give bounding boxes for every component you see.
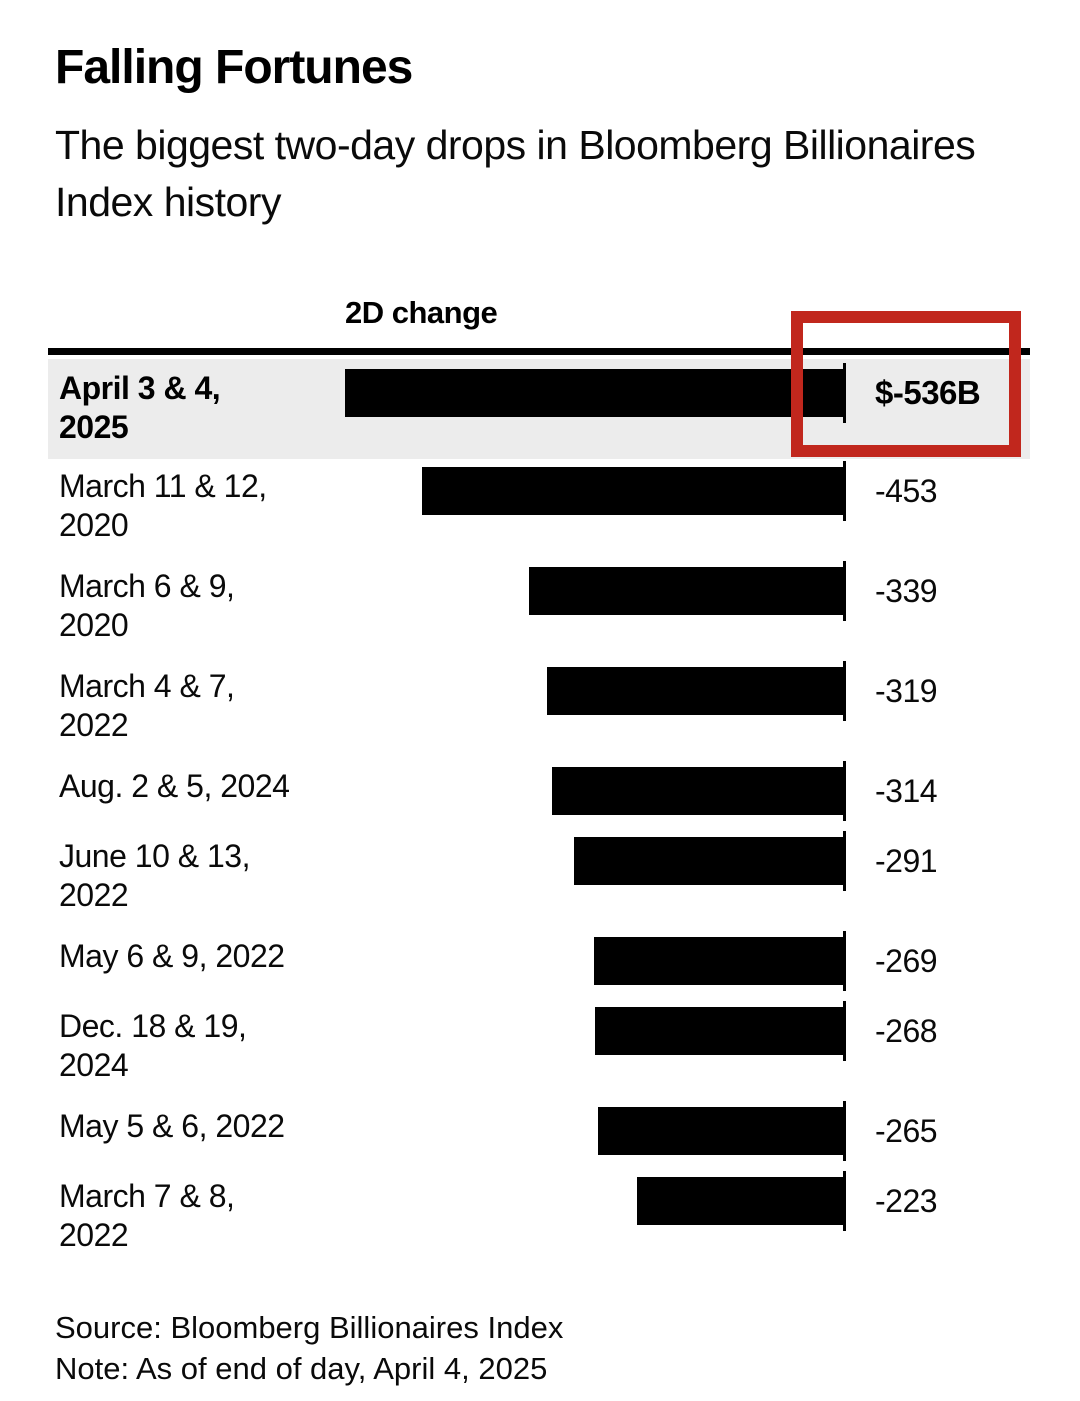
value-label: -291 (875, 842, 938, 879)
bar (597, 1107, 845, 1155)
bar-cell (345, 461, 846, 521)
table-row-march-7-8-2022: March 7 & 8, 2022 -223 (48, 1169, 1030, 1269)
date-line-1: May 5 & 6, 2022 (59, 1108, 285, 1144)
chart-subtitle: The biggest two-day drops in Bloomberg B… (55, 122, 976, 225)
row-value: $-536B (845, 369, 1030, 417)
value-label: -339 (875, 572, 938, 609)
date-line-1: March 4 & 7, (59, 668, 235, 704)
baseline-tick (843, 561, 846, 621)
value-label: -314 (875, 772, 938, 809)
value-label: -223 (875, 1182, 938, 1219)
bar (595, 1007, 845, 1055)
baseline-tick (843, 461, 846, 521)
value-label: -269 (875, 942, 938, 979)
baseline-tick (843, 831, 846, 891)
source-line: Source: Bloomberg Billionaires Index (55, 1310, 564, 1345)
chart-container: Falling Fortunes The biggest two-day dro… (48, 41, 1030, 1389)
row-value: -223 (845, 1177, 1030, 1225)
bar (345, 369, 845, 417)
row-date-label: March 7 & 8, 2022 (48, 1177, 345, 1255)
row-date-label: March 11 & 12, 2020 (48, 467, 345, 545)
row-value: -269 (845, 937, 1030, 985)
row-date-label: Dec. 18 & 19, 2024 (48, 1007, 345, 1085)
bar-cell (345, 661, 846, 721)
row-value: -339 (845, 567, 1030, 615)
row-date-label: June 10 & 13, 2022 (48, 837, 345, 915)
bar-cell (345, 1001, 846, 1061)
table-row-aug-2-5-2024: Aug. 2 & 5, 2024 -314 (48, 759, 1030, 829)
row-value: -291 (845, 837, 1030, 885)
row-value: -453 (845, 467, 1030, 515)
table-row-march-4-7-2022: March 4 & 7, 2022 -319 (48, 659, 1030, 759)
baseline-tick (843, 1001, 846, 1061)
row-date-label: Aug. 2 & 5, 2024 (48, 767, 345, 806)
date-line-2: 2024 (59, 1047, 129, 1083)
table-row-may-5-6-2022: May 5 & 6, 2022 -265 (48, 1099, 1030, 1169)
baseline-tick (843, 761, 846, 821)
date-line-2: 2022 (59, 877, 129, 913)
row-value: -314 (845, 767, 1030, 815)
value-label: -268 (875, 1012, 938, 1049)
value-label: $-536B (875, 374, 981, 411)
row-value: -265 (845, 1107, 1030, 1155)
table-row-april-3-4-2025: April 3 & 4, 2025 $-536B (48, 359, 1030, 459)
row-value: -319 (845, 667, 1030, 715)
bar-cell (345, 1171, 846, 1231)
bar-cell (345, 1101, 846, 1161)
chart-footer: Source: Bloomberg Billionaires Index Not… (55, 1307, 1030, 1389)
row-date-label: March 6 & 9, 2020 (48, 567, 345, 645)
value-label: -453 (875, 472, 938, 509)
bar (547, 667, 845, 715)
date-line-2: 2020 (59, 607, 129, 643)
date-line-1: March 11 & 12, (59, 468, 267, 504)
column-header-2d-change: 2D change (345, 295, 498, 330)
date-line-1: Dec. 18 & 19, (59, 1008, 247, 1044)
table-row-june-10-13-2022: June 10 & 13, 2022 -291 (48, 829, 1030, 929)
bar (422, 467, 845, 515)
baseline-tick (843, 1171, 846, 1231)
row-value: -268 (845, 1007, 1030, 1055)
bar-cell (345, 561, 846, 621)
date-line-1: March 6 & 9, (59, 568, 235, 604)
bar (594, 937, 845, 985)
table-row-march-11-12-2020: March 11 & 12, 2020 -453 (48, 459, 1030, 559)
bar (552, 767, 845, 815)
date-line-1: May 6 & 9, 2022 (59, 938, 285, 974)
row-date-label: May 5 & 6, 2022 (48, 1107, 345, 1146)
date-line-1: Aug. 2 & 5, 2024 (59, 768, 290, 804)
row-date-label: March 4 & 7, 2022 (48, 667, 345, 745)
date-line-2: 2025 (59, 409, 129, 445)
value-label: -319 (875, 672, 938, 709)
bar-cell (345, 761, 846, 821)
baseline-tick (843, 661, 846, 721)
bar (528, 567, 845, 615)
note-line: Note: As of end of day, April 4, 2025 (55, 1351, 548, 1386)
bar-cell (345, 363, 846, 423)
table-row-may-6-9-2022: May 6 & 9, 2022 -269 (48, 929, 1030, 999)
row-date-label: May 6 & 9, 2022 (48, 937, 345, 976)
date-line-1: March 7 & 8, (59, 1178, 235, 1214)
chart-title: Falling Fortunes (55, 41, 413, 94)
bar (573, 837, 845, 885)
row-date-label: April 3 & 4, 2025 (48, 369, 345, 447)
date-line-1: April 3 & 4, (59, 370, 221, 406)
baseline-tick (843, 931, 846, 991)
bar-cell (345, 931, 846, 991)
bar (636, 1177, 845, 1225)
baseline-tick (843, 1101, 846, 1161)
table-row-march-6-9-2020: March 6 & 9, 2020 -339 (48, 559, 1030, 659)
date-line-2: 2022 (59, 1217, 129, 1253)
baseline-tick (843, 363, 846, 423)
date-line-2: 2020 (59, 507, 129, 543)
bar-cell (345, 831, 846, 891)
value-label: -265 (875, 1112, 938, 1149)
header-rule (48, 348, 1030, 355)
date-line-2: 2022 (59, 707, 129, 743)
date-line-1: June 10 & 13, (59, 838, 250, 874)
table-row-dec-18-19-2024: Dec. 18 & 19, 2024 -268 (48, 999, 1030, 1099)
bar-chart: April 3 & 4, 2025 $-536B March 11 & 12, … (48, 311, 1030, 1269)
